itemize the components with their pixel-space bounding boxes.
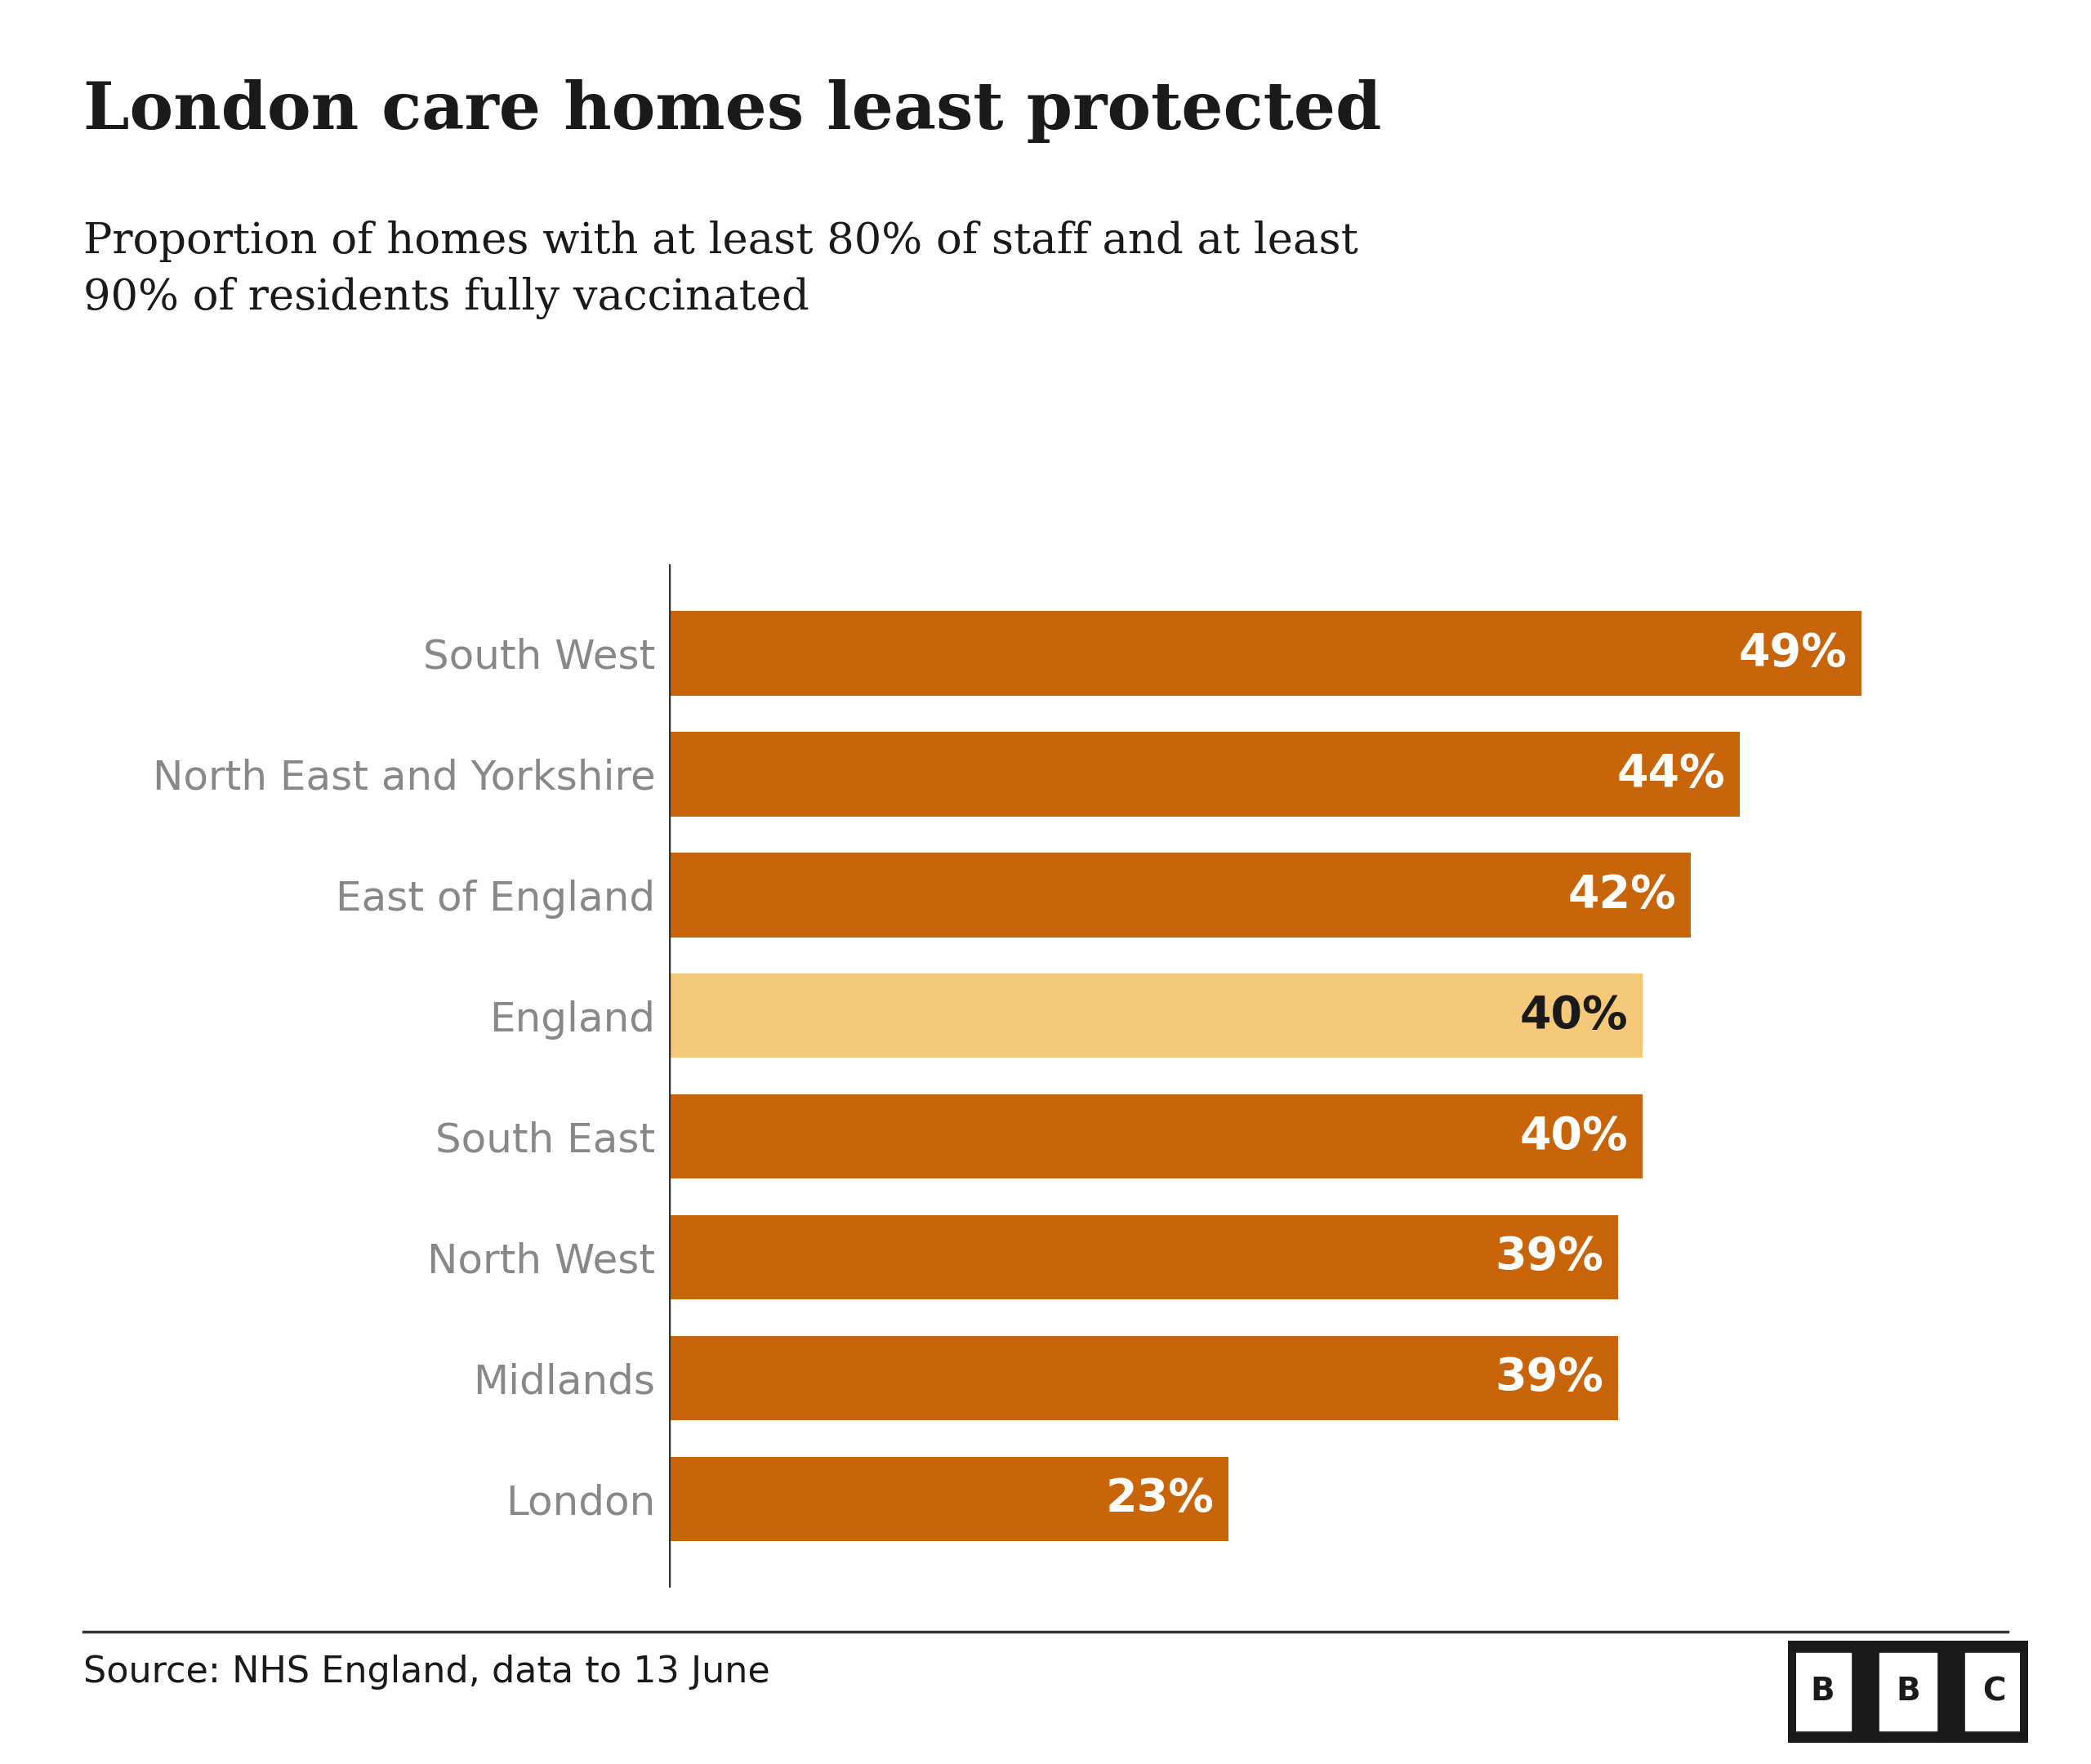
Text: C: C xyxy=(1982,1676,2005,1708)
FancyBboxPatch shape xyxy=(1880,1653,1936,1730)
Text: 49%: 49% xyxy=(1738,632,1846,676)
Bar xyxy=(669,1094,1641,1178)
Text: 40%: 40% xyxy=(1520,993,1627,1037)
Text: Proportion of homes with at least 80% of staff and at least
90% of residents ful: Proportion of homes with at least 80% of… xyxy=(84,220,1359,319)
Text: Source: NHS England, data to 13 June: Source: NHS England, data to 13 June xyxy=(84,1655,769,1690)
Text: B: B xyxy=(1897,1676,1920,1708)
Text: 39%: 39% xyxy=(1495,1235,1604,1279)
Bar xyxy=(669,732,1740,817)
Bar xyxy=(669,1215,1618,1300)
Bar xyxy=(669,1457,1230,1542)
Text: 39%: 39% xyxy=(1495,1357,1604,1401)
Text: London care homes least protected: London care homes least protected xyxy=(84,79,1382,143)
Bar xyxy=(669,1335,1618,1420)
Text: 42%: 42% xyxy=(1568,873,1677,917)
Text: 44%: 44% xyxy=(1616,751,1725,796)
Bar xyxy=(669,852,1692,937)
Text: B: B xyxy=(1811,1676,1834,1708)
FancyBboxPatch shape xyxy=(1966,1653,2022,1730)
Text: 23%: 23% xyxy=(1106,1476,1215,1521)
FancyBboxPatch shape xyxy=(1794,1653,1851,1730)
Bar xyxy=(669,610,1861,695)
Bar xyxy=(669,974,1641,1058)
Text: 40%: 40% xyxy=(1520,1115,1627,1159)
